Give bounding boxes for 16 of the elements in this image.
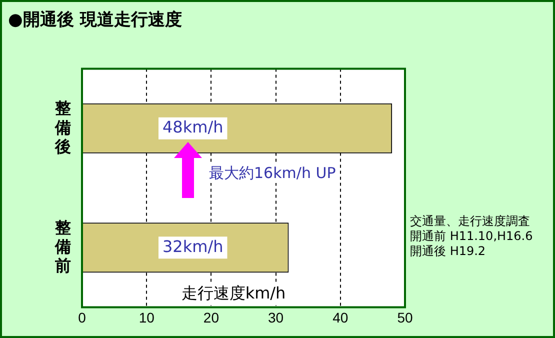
y-tick-label: 整備後 [54, 100, 71, 156]
x-tick-label: 50 [397, 309, 413, 326]
x-tick-label: 10 [138, 309, 155, 326]
x-axis-title: 走行速度km/h [181, 283, 286, 302]
text: 交通量、走行速度調査 [410, 214, 531, 229]
x-tick-label: 20 [203, 309, 220, 326]
annotation: 最大約16km/h UP [207, 164, 338, 183]
data-label: 32km/h [162, 236, 224, 256]
text: 開通前 H11.10,H16.6 [410, 229, 534, 244]
text: 開通後 H19.2 [410, 244, 487, 259]
x-tick-label: 0 [78, 309, 86, 326]
chart-title: ●開通後 現道走行速度 [8, 9, 182, 31]
x-tick-label: 30 [268, 309, 284, 326]
y-tick-label: 整備前 [54, 218, 71, 276]
data-label: 48km/h [162, 118, 224, 137]
x-tick-label: 40 [332, 309, 348, 326]
